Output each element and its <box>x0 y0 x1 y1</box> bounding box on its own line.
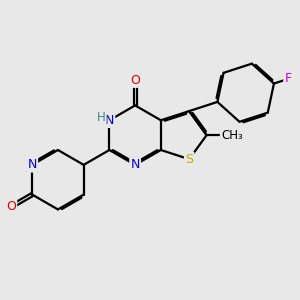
Text: S: S <box>185 153 193 166</box>
Text: H: H <box>97 111 106 124</box>
Text: CH₃: CH₃ <box>221 129 243 142</box>
Text: N: N <box>28 158 37 171</box>
Text: O: O <box>6 200 16 213</box>
Text: N: N <box>130 158 140 171</box>
Text: O: O <box>130 74 140 87</box>
Text: N: N <box>105 114 114 127</box>
Text: F: F <box>284 72 292 86</box>
